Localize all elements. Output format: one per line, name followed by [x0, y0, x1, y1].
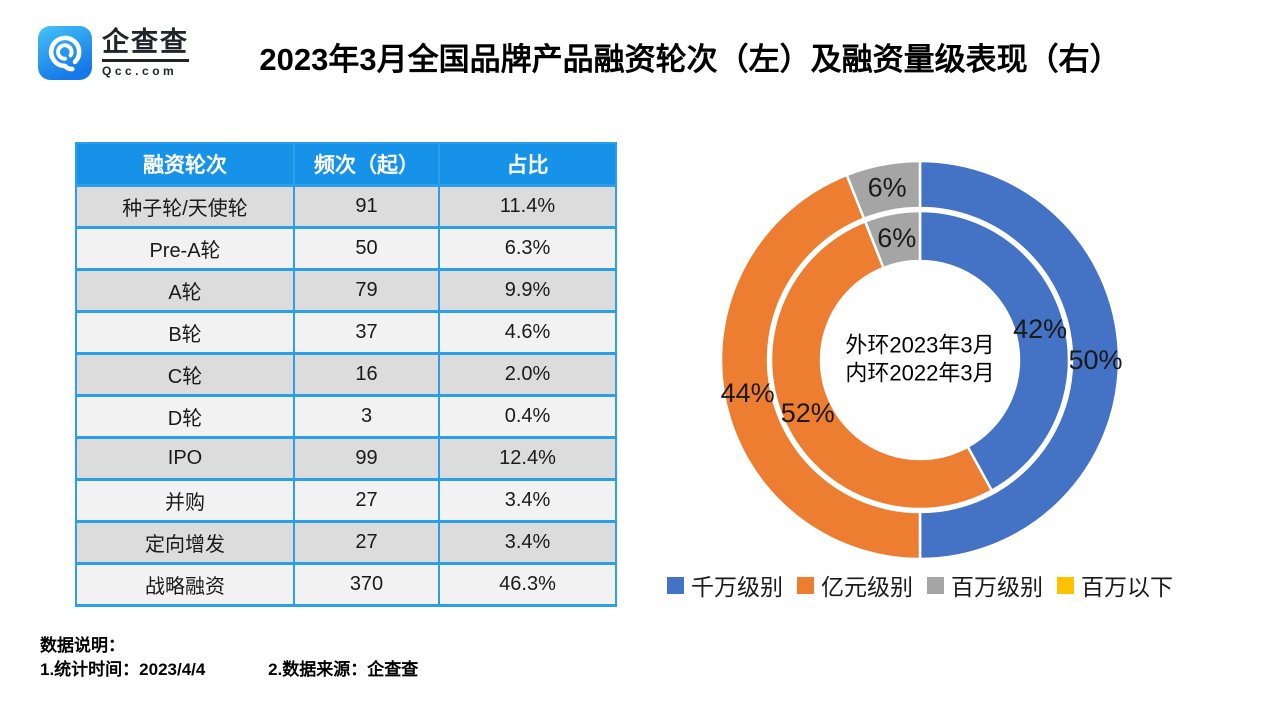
donut-value-label: 6%	[868, 173, 907, 203]
table-cell: 定向增发	[75, 519, 295, 565]
table-cell: B轮	[75, 309, 295, 355]
table-cell: 3.4%	[438, 477, 617, 523]
chart-legend: 千万级别 亿元级别 百万级别 百万以下	[640, 568, 1200, 602]
table-header-row: 融资轮次 频次（起） 占比	[75, 142, 617, 186]
col-header-count: 频次（起）	[293, 142, 440, 186]
table-cell: 4.6%	[438, 309, 617, 355]
table-cell: C轮	[75, 351, 295, 397]
footer-notes: 数据说明： 1.统计时间：2023/4/4 2.数据来源：企查查	[40, 634, 418, 682]
donut-segment-outer-百万级别	[845, 159, 922, 221]
table-cell: 11.4%	[438, 183, 617, 229]
table-cell: IPO	[75, 435, 295, 481]
qcc-logo-text: 企查查 Qcc.com	[102, 27, 189, 79]
legend-item: 百万级别	[927, 568, 1043, 602]
table-cell: 6.3%	[438, 225, 617, 271]
qcc-logo: 企查查 Qcc.com	[38, 26, 189, 80]
table-row: C轮 16 2.0%	[75, 351, 617, 397]
table-row: Pre-A轮 50 6.3%	[75, 225, 617, 271]
donut-value-label: 50%	[1068, 345, 1122, 375]
legend-item: 百万以下	[1057, 568, 1173, 602]
donut-center-text: 内环2022年3月	[845, 361, 994, 386]
table-cell: 37	[293, 309, 440, 355]
table-cell: 9.9%	[438, 267, 617, 313]
table-cell: 46.3%	[438, 561, 617, 607]
legend-swatch-icon	[667, 576, 684, 594]
legend-label: 百万级别	[951, 574, 1043, 600]
donut-segment-inner-千万级别	[918, 209, 1071, 493]
legend-swatch-icon	[797, 576, 814, 594]
legend-swatch-icon	[927, 576, 944, 594]
page-title: 2023年3月全国品牌产品融资轮次（左）及融资量级表现（右）	[259, 42, 1121, 77]
legend-label: 千万级别	[691, 574, 783, 600]
legend-swatch-icon	[1057, 576, 1074, 594]
donut-segment-inner-百万级别	[863, 209, 922, 270]
table-cell: 16	[293, 351, 440, 397]
table-row: D轮 3 0.4%	[75, 393, 617, 439]
table-cell: 27	[293, 519, 440, 565]
note-data-source: 2.数据来源：企查查	[268, 660, 419, 679]
table-row: B轮 37 4.6%	[75, 309, 617, 355]
table-row: 定向增发 27 3.4%	[75, 519, 617, 565]
table-cell: 91	[293, 183, 440, 229]
table-cell: 3	[293, 393, 440, 439]
donut-value-label: 6%	[877, 223, 916, 253]
donut-segment-outer-亿元级别	[719, 173, 922, 561]
table-cell: 12.4%	[438, 435, 617, 481]
table-cell: D轮	[75, 393, 295, 439]
table-row: 战略融资 370 46.3%	[75, 561, 617, 607]
table-cell: 0.4%	[438, 393, 617, 439]
table-cell: 并购	[75, 477, 295, 523]
legend-item: 亿元级别	[797, 568, 913, 602]
note-title: 数据说明：	[40, 636, 125, 655]
funding-rounds-table: 融资轮次 频次（起） 占比 种子轮/天使轮 91 11.4% Pre-A轮 50 6.3%…	[75, 142, 617, 607]
table-cell: 50	[293, 225, 440, 271]
table-cell: 99	[293, 435, 440, 481]
donut-value-label: 52%	[781, 398, 835, 428]
qcc-logo-icon	[38, 26, 92, 80]
col-header-round: 融资轮次	[75, 142, 295, 186]
table-cell: 79	[293, 267, 440, 313]
table-cell: 2.0%	[438, 351, 617, 397]
table-row: 并购 27 3.4%	[75, 477, 617, 523]
legend-label: 亿元级别	[821, 574, 913, 600]
legend-label: 百万以下	[1081, 574, 1173, 600]
table-cell: Pre-A轮	[75, 225, 295, 271]
donut-segment-outer-千万级别	[918, 159, 1121, 561]
donut-segment-inner-亿元级别	[769, 219, 994, 511]
donut-value-label: 42%	[1013, 314, 1067, 344]
legend-item: 千万级别	[667, 568, 783, 602]
table-row: 种子轮/天使轮 91 11.4%	[75, 183, 617, 229]
logo-domain: Qcc.com	[102, 64, 178, 79]
table-cell: 种子轮/天使轮	[75, 183, 295, 229]
table-row: A轮 79 9.9%	[75, 267, 617, 313]
chart-panel: 50% 44% 6% 42% 52% 6% 外环2023年3月 内环2022年3月	[640, 140, 1200, 600]
table-cell: 3.4%	[438, 519, 617, 565]
note-stat-time: 1.统计时间：2023/4/4	[40, 660, 206, 679]
table-cell: 战略融资	[75, 561, 295, 607]
table-cell: A轮	[75, 267, 295, 313]
note-line: 1.统计时间：2023/4/4 2.数据来源：企查查	[40, 658, 418, 682]
table-cell: 27	[293, 477, 440, 523]
donut-center-text: 外环2023年3月	[845, 333, 994, 358]
logo-name: 企查查	[102, 27, 189, 63]
table-row: IPO 99 12.4%	[75, 435, 617, 481]
col-header-percent: 占比	[438, 142, 617, 186]
table-cell: 370	[293, 561, 440, 607]
donut-value-label: 44%	[721, 378, 775, 408]
